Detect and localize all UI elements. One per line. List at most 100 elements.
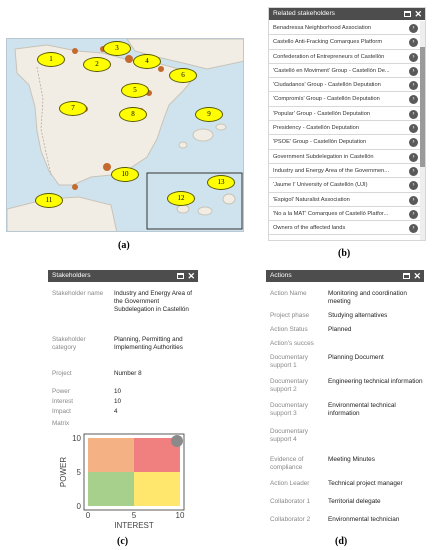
highlight-area-3 bbox=[125, 55, 133, 63]
action-field-value: Environmental technical information bbox=[328, 402, 396, 418]
map-marker-6[interactable]: 6 bbox=[169, 68, 197, 83]
related-stakeholder-label: Industry and Energy Area of the Governme… bbox=[273, 167, 390, 174]
chevron-right-icon[interactable]: › bbox=[409, 124, 418, 134]
related-stakeholders-scrollbar[interactable] bbox=[420, 21, 425, 240]
maximize-icon[interactable] bbox=[177, 273, 185, 279]
related-stakeholder-label: 'Espigol' Naturalist Association bbox=[273, 196, 350, 203]
related-stakeholders-panel: Related stakeholders ✕ Benadressa Neighb… bbox=[268, 7, 426, 241]
related-stakeholder-item[interactable]: Castello Anti-Fracking Comarques Platfor… bbox=[269, 35, 421, 50]
caption-b: (b) bbox=[338, 248, 351, 259]
close-icon[interactable]: ✕ bbox=[414, 9, 422, 19]
maximize-icon[interactable] bbox=[404, 11, 412, 17]
canary-island-3 bbox=[222, 193, 236, 205]
map-marker-3[interactable]: 3 bbox=[103, 41, 131, 56]
related-stakeholder-item[interactable]: Government Subdelegation in Castellón › bbox=[269, 150, 421, 164]
canary-island-2 bbox=[197, 206, 213, 216]
related-stakeholder-item[interactable]: 'Jaume I' University of Castellón (UJI) › bbox=[269, 178, 421, 193]
action-field-label: Documentary support 1 bbox=[270, 354, 309, 370]
related-stakeholder-item[interactable]: 'Castelló en Moviment' Group - Castellón… bbox=[269, 64, 421, 79]
map-marker-8[interactable]: 8 bbox=[119, 107, 147, 122]
action-field-label: Collaborator 2 bbox=[270, 516, 311, 523]
chevron-right-icon[interactable]: › bbox=[409, 224, 418, 234]
map-marker-2[interactable]: 2 bbox=[83, 57, 111, 72]
highlight-area-1 bbox=[72, 48, 78, 54]
stakeholders-title: Stakeholders bbox=[52, 272, 91, 279]
map-marker-4[interactable]: 4 bbox=[133, 54, 161, 69]
map-marker-1[interactable]: 1 bbox=[37, 52, 65, 67]
related-stakeholder-item[interactable]: 'PSOE' Group - Castellón Deputation › bbox=[269, 135, 421, 150]
related-stakeholder-item[interactable]: Presidency - Castellón Deputation › bbox=[269, 121, 421, 136]
map-land-svg bbox=[7, 39, 243, 231]
close-icon[interactable]: ✕ bbox=[187, 271, 195, 281]
action-field-label: Action Status bbox=[270, 326, 308, 333]
stakeholders-titlebar: Stakeholders ✕ bbox=[48, 270, 198, 282]
related-stakeholder-label: Castello Anti-Fracking Comarques Platfor… bbox=[273, 39, 383, 46]
france-landmass bbox=[126, 39, 243, 70]
chevron-right-icon[interactable]: › bbox=[409, 195, 418, 205]
related-stakeholder-item[interactable]: 'Compromís' Group - Castellón Deputation… bbox=[269, 92, 421, 107]
scrollbar-thumb[interactable] bbox=[420, 47, 425, 167]
chevron-right-icon[interactable]: › bbox=[409, 152, 418, 162]
caption-a: (a) bbox=[118, 240, 130, 251]
related-stakeholder-item[interactable]: Benadressa Neighborhood Association › bbox=[269, 21, 421, 36]
field-label: Interest bbox=[52, 398, 73, 405]
chevron-right-icon[interactable]: › bbox=[409, 66, 418, 76]
related-stakeholder-label: 'Compromís' Group - Castellón Deputation bbox=[273, 96, 380, 103]
chevron-right-icon[interactable]: › bbox=[409, 138, 418, 148]
close-icon[interactable]: ✕ bbox=[413, 271, 421, 281]
action-field-value: Engineering technical information bbox=[328, 378, 423, 385]
related-stakeholder-label: Owners of the affected lands bbox=[273, 225, 346, 232]
chevron-right-icon[interactable]: › bbox=[409, 181, 418, 191]
action-field-label: Evidence of compliance bbox=[270, 456, 304, 472]
chevron-right-icon[interactable]: › bbox=[409, 38, 418, 48]
chevron-right-icon[interactable]: › bbox=[409, 209, 418, 219]
related-stakeholder-label: 'Popular' Group - Castellón Deputation bbox=[273, 110, 371, 117]
action-field-label: Action Name bbox=[270, 290, 307, 297]
related-stakeholder-item[interactable]: 'Espigol' Naturalist Association › bbox=[269, 193, 421, 207]
related-stakeholder-item[interactable]: 'Popular' Group - Castellón Deputation › bbox=[269, 107, 421, 122]
related-stakeholder-label: Confederation of Entrepreneurs of Castel… bbox=[273, 53, 385, 60]
highlight-area-4 bbox=[158, 66, 164, 72]
action-field-value: Studying alternatives bbox=[328, 312, 388, 319]
field-label: Matrix bbox=[52, 420, 70, 427]
action-field-value: Environmental technician bbox=[328, 516, 400, 523]
related-stakeholder-item[interactable]: Industry and Energy Area of the Governme… bbox=[269, 164, 421, 179]
field-value: 10 bbox=[114, 388, 122, 395]
chevron-right-icon[interactable]: › bbox=[409, 166, 418, 176]
map-marker-11[interactable]: 11 bbox=[35, 193, 63, 208]
map-marker-10[interactable]: 10 bbox=[111, 167, 139, 182]
map-marker-12[interactable]: 12 bbox=[167, 191, 195, 206]
chevron-right-icon[interactable]: › bbox=[409, 24, 418, 33]
related-stakeholder-item[interactable]: 'Ciudadanos' Group - Castellón Deputatio… bbox=[269, 78, 421, 93]
maximize-icon[interactable] bbox=[403, 273, 411, 279]
field-label: Stakeholder name bbox=[52, 290, 104, 297]
stakeholders-panel: Stakeholders ✕ Stakeholder name Industry… bbox=[48, 270, 198, 528]
field-value: 10 bbox=[114, 398, 122, 405]
field-label: Power bbox=[52, 388, 70, 395]
action-field-label: Action's succes bbox=[270, 340, 314, 347]
map-marker-13[interactable]: 13 bbox=[207, 175, 235, 190]
power-interest-matrix-chart: 0 5 10 0 5 10 INTEREST POWER bbox=[59, 433, 185, 528]
related-stakeholder-label: Government Subdelegation in Castellón bbox=[273, 153, 374, 160]
stakeholder-map[interactable]: 1 2 3 4 5 6 7 8 9 10 11 12 13 bbox=[6, 38, 244, 232]
related-stakeholder-label: 'No a la MAT' Comarques of Castelló Plat… bbox=[273, 210, 389, 217]
quadrant-low-high bbox=[88, 438, 134, 472]
map-marker-9[interactable]: 9 bbox=[195, 107, 223, 122]
quadrant-high-low bbox=[134, 472, 180, 506]
related-stakeholder-item[interactable]: 'No a la MAT' Comarques of Castelló Plat… bbox=[269, 207, 421, 222]
chevron-right-icon[interactable]: › bbox=[409, 95, 418, 105]
chevron-right-icon[interactable]: › bbox=[409, 109, 418, 119]
y-tick-label: 0 bbox=[77, 502, 82, 511]
chevron-right-icon[interactable]: › bbox=[409, 81, 418, 91]
map-marker-7[interactable]: 7 bbox=[59, 101, 87, 116]
related-stakeholders-title: Related stakeholders bbox=[273, 10, 335, 17]
x-axis-label: INTEREST bbox=[114, 521, 154, 528]
related-stakeholder-item[interactable]: Confederation of Entrepreneurs of Castel… bbox=[269, 50, 421, 64]
related-stakeholder-label: Presidency - Castellón Deputation bbox=[273, 125, 359, 132]
chevron-right-icon[interactable]: › bbox=[409, 52, 418, 62]
field-label: Impact bbox=[52, 408, 71, 415]
mallorca-island bbox=[192, 128, 214, 142]
related-stakeholder-item[interactable]: Owners of the affected lands › bbox=[269, 221, 421, 236]
y-tick-label: 5 bbox=[77, 468, 82, 477]
map-marker-5[interactable]: 5 bbox=[121, 83, 149, 98]
